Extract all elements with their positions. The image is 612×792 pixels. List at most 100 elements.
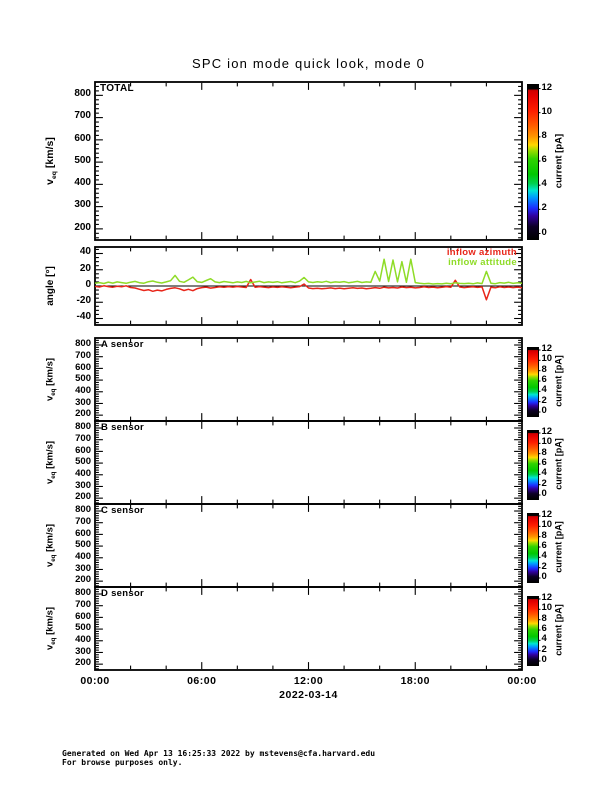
y-tick-label-c: 300: [75, 562, 91, 574]
y-tick-label-c: 500: [75, 539, 91, 551]
x-tick-label: 00:00: [507, 675, 537, 687]
colorbar-tick-label-total: 8: [541, 129, 547, 141]
y-tick-label-d: 300: [75, 645, 91, 657]
y-tick-label-c: 200: [75, 574, 91, 586]
y-tick-label-a: 500: [75, 373, 91, 385]
panel-label-a: A sensor: [101, 339, 144, 350]
colorbar-tick-label-a: 2: [541, 394, 547, 406]
colorbar-tick-label-d: 4: [541, 633, 547, 645]
colorbar-tick-label-total: 2: [541, 202, 547, 214]
y-tick-label-total: 700: [74, 110, 91, 122]
colorbar-tick-label-b: 8: [541, 446, 547, 458]
y-tick-label-b: 200: [75, 491, 91, 503]
y-tick-label-a: 800: [75, 338, 91, 350]
colorbar-unit-label-b: current [pA]: [553, 438, 564, 490]
colorbar-total: [527, 84, 539, 240]
colorbar-a: [527, 347, 539, 417]
colorbar-tick-label-a: 12: [541, 343, 553, 355]
panel-label-total: TOTAL: [100, 83, 134, 94]
y-tick-label-c: 800: [75, 504, 91, 516]
panel-label-c: C sensor: [101, 505, 145, 516]
colorbar-tick-label-total: 12: [541, 81, 553, 93]
x-tick-label: 06:00: [187, 675, 217, 687]
colorbar-tick-label-a: 4: [541, 384, 547, 396]
colorbar-unit-label-total: current [pA]: [553, 133, 565, 189]
colorbar-tick-label-b: 6: [541, 457, 547, 469]
colorbar-tick-label-total: 0: [541, 226, 547, 238]
panel-label-b: B sensor: [101, 422, 145, 433]
y-tick-label-total: 400: [74, 177, 91, 189]
plot-title: SPC ion mode quick look, mode 0: [191, 56, 426, 71]
y-tick-label-b: 700: [75, 432, 91, 444]
y-tick-label-d: 700: [75, 598, 91, 610]
x-tick-label: 00:00: [80, 675, 110, 687]
y-tick-label-b: 600: [75, 444, 91, 456]
colorbar-tick-label-b: 10: [541, 436, 553, 448]
y-tick-label-a: 400: [75, 384, 91, 396]
y-tick-label-b: 500: [75, 456, 91, 468]
y-tick-label-a: 200: [75, 408, 91, 420]
footer-browse-line: For browse purposes only.: [62, 758, 183, 767]
colorbar-tick-label-a: 0: [541, 405, 547, 417]
y-axis-label-a: veq [km/s]: [44, 357, 58, 402]
y-tick-label-a: 700: [75, 349, 91, 361]
y-tick-label-c: 400: [75, 550, 91, 562]
colorbar-b: [527, 430, 539, 500]
y-axis-label-total: veq [km/s]: [43, 137, 58, 185]
y-tick-label-total: 200: [74, 221, 91, 233]
colorbar-tick-label-c: 2: [541, 560, 547, 572]
legend-inflow-attitude: inflow attitude: [448, 256, 517, 268]
y-axis-label-d: veq [km/s]: [44, 606, 58, 651]
y-tick-label-a: 300: [75, 396, 91, 408]
y-tick-label-d: 200: [75, 657, 91, 669]
y-tick-label-total: 600: [74, 132, 91, 144]
y-axis-label-c: veq [km/s]: [44, 523, 58, 568]
y-tick-label-total: 300: [74, 199, 91, 211]
y-tick-label-d: 400: [75, 633, 91, 645]
x-tick-label: 12:00: [293, 675, 324, 687]
colorbar-d: [527, 596, 539, 666]
x-tick-label: 18:00: [400, 675, 430, 687]
colorbar-tick-label-c: 4: [541, 550, 547, 562]
y-tick-label-angle: 40: [79, 246, 91, 258]
colorbar-tick-label-a: 6: [541, 374, 547, 386]
y-tick-label-angle: -40: [76, 311, 91, 323]
y-tick-label-b: 300: [75, 479, 91, 491]
colorbar-unit-label-a: current [pA]: [553, 355, 564, 407]
colorbar-tick-label-total: 4: [541, 178, 547, 190]
colorbar-tick-label-d: 6: [541, 623, 547, 635]
x-axis-date-label: 2022-03-14: [279, 689, 338, 701]
colorbar-tick-label-b: 2: [541, 477, 547, 489]
colorbar-tick-label-a: 10: [541, 353, 553, 365]
y-tick-label-a: 600: [75, 361, 91, 373]
y-tick-label-angle: -20: [76, 295, 91, 307]
panel-label-d: D sensor: [101, 588, 145, 599]
y-tick-label-angle: 0: [85, 278, 91, 290]
colorbar-tick-label-d: 2: [541, 643, 547, 655]
y-tick-label-b: 400: [75, 467, 91, 479]
colorbar-unit-label-c: current [pA]: [553, 521, 564, 573]
colorbar-c: [527, 513, 539, 583]
y-tick-label-b: 800: [75, 421, 91, 433]
colorbar-tick-label-total: 6: [541, 154, 547, 166]
colorbar-tick-label-a: 8: [541, 363, 547, 375]
y-tick-label-d: 800: [75, 587, 91, 599]
colorbar-tick-label-d: 0: [541, 654, 547, 666]
y-tick-label-angle: 20: [79, 262, 91, 274]
colorbar-unit-label-d: current [pA]: [553, 604, 564, 656]
y-tick-label-c: 600: [75, 527, 91, 539]
colorbar-tick-label-total: 10: [541, 105, 553, 117]
colorbar-tick-label-c: 6: [541, 540, 547, 552]
colorbar-tick-label-b: 0: [541, 488, 547, 500]
colorbar-tick-label-b: 12: [541, 426, 553, 438]
legend-inflow-azimuth: inflow azimuth: [446, 247, 517, 258]
y-tick-label-d: 600: [75, 610, 91, 622]
colorbar-tick-label-b: 4: [541, 467, 547, 479]
y-axis-label-b: veq [km/s]: [44, 440, 58, 485]
y-axis-label-angle: angle [°]: [45, 266, 56, 306]
colorbar-tick-label-d: 12: [541, 592, 553, 604]
y-tick-label-total: 500: [74, 154, 91, 166]
colorbar-tick-label-d: 10: [541, 602, 553, 614]
